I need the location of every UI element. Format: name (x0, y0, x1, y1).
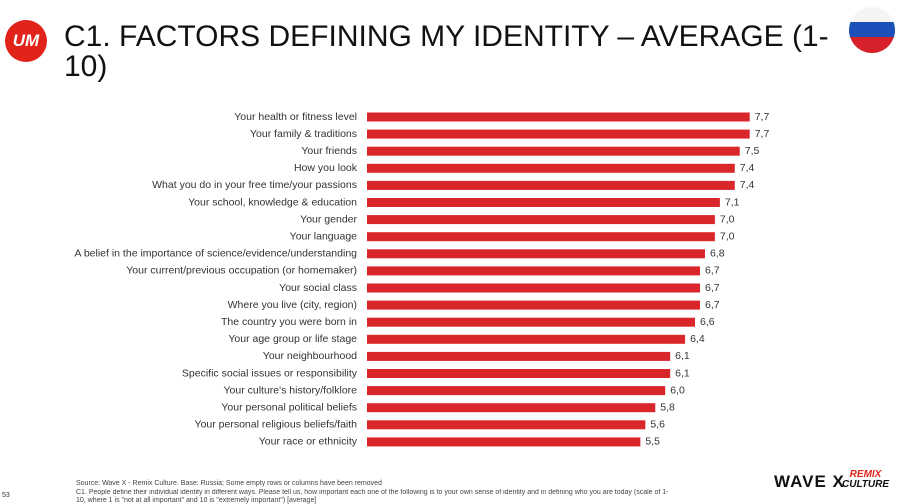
value-label: 6,7 (705, 299, 720, 311)
value-label: 7,7 (755, 111, 770, 123)
bar (367, 420, 646, 430)
category-label: Your neighbourhood (263, 350, 357, 362)
bar (367, 146, 740, 156)
bar (367, 215, 715, 225)
bar (367, 437, 641, 447)
value-label: 7,1 (725, 196, 740, 208)
category-label: Your personal religious beliefs/faith (195, 419, 358, 431)
slide-title: C1. FACTORS DEFINING MY IDENTITY – AVERA… (64, 20, 829, 83)
bar (367, 334, 686, 344)
category-label: Your culture's history/folklore (223, 384, 357, 396)
value-label: 6,6 (700, 316, 715, 328)
bar (367, 180, 735, 190)
question-note: C1. People define their individual ident… (76, 489, 669, 504)
bar (367, 232, 715, 242)
value-label: 7,4 (740, 179, 755, 191)
value-label: 7,0 (720, 230, 735, 242)
value-label: 6,1 (675, 350, 690, 362)
category-label: Your family & traditions (250, 128, 357, 140)
category-label: Where you live (city, region) (228, 299, 357, 311)
category-label: Your gender (300, 213, 357, 225)
category-label: Your language (290, 230, 358, 242)
bar (367, 369, 671, 378)
value-label: 5,8 (660, 401, 675, 413)
category-label: What you do in your free time/your passi… (152, 179, 357, 191)
value-label: 5,5 (645, 436, 660, 448)
um-logo: UM (5, 20, 47, 62)
bar (367, 112, 750, 122)
value-label: 5,6 (650, 419, 665, 431)
category-label: Your race or ethnicity (259, 436, 358, 448)
value-label: 6,7 (705, 282, 720, 294)
category-label: Your health or fitness level (234, 111, 357, 123)
value-label: 6,1 (675, 367, 690, 379)
category-label: How you look (294, 162, 358, 174)
category-label: Your social class (279, 282, 357, 294)
category-label: Your school, knowledge & education (188, 196, 357, 208)
bar (367, 403, 656, 413)
bar (367, 300, 700, 310)
bar (367, 283, 700, 293)
value-label: 6,7 (705, 265, 720, 277)
bar (367, 249, 705, 259)
bar (367, 163, 735, 173)
bar (367, 386, 666, 396)
remix-logo-top: REMIX (849, 469, 882, 480)
value-label: 6,4 (690, 333, 705, 345)
russia-flag (849, 7, 895, 53)
remix-logo: REMIX CULTURE (842, 470, 889, 490)
category-label: Your age group or life stage (228, 333, 357, 345)
value-label: 7,7 (755, 128, 770, 140)
category-label: Your current/previous occupation (or hom… (126, 265, 357, 277)
bar (367, 129, 750, 139)
category-label: Your personal political beliefs (221, 401, 357, 413)
source-note: Source: Wave X - Remix Culture. Base: Ru… (76, 480, 382, 487)
page-number: 53 (2, 492, 10, 499)
category-label: The country you were born in (221, 316, 357, 328)
value-label: 7,0 (720, 213, 735, 225)
bar (367, 317, 696, 327)
value-label: 6,0 (670, 384, 685, 396)
value-label: 7,5 (745, 145, 760, 157)
category-label: Specific social issues or responsibility (182, 367, 358, 379)
wave-logo: WAVE X (774, 472, 845, 491)
bar (367, 266, 700, 276)
remix-logo-bottom: CULTURE (842, 479, 890, 490)
bar (367, 351, 671, 361)
category-label: A belief in the importance of science/ev… (74, 248, 357, 260)
bar (367, 198, 720, 207)
value-label: 6,8 (710, 248, 725, 260)
category-label: Your friends (301, 145, 357, 157)
value-label: 7,4 (740, 162, 755, 174)
